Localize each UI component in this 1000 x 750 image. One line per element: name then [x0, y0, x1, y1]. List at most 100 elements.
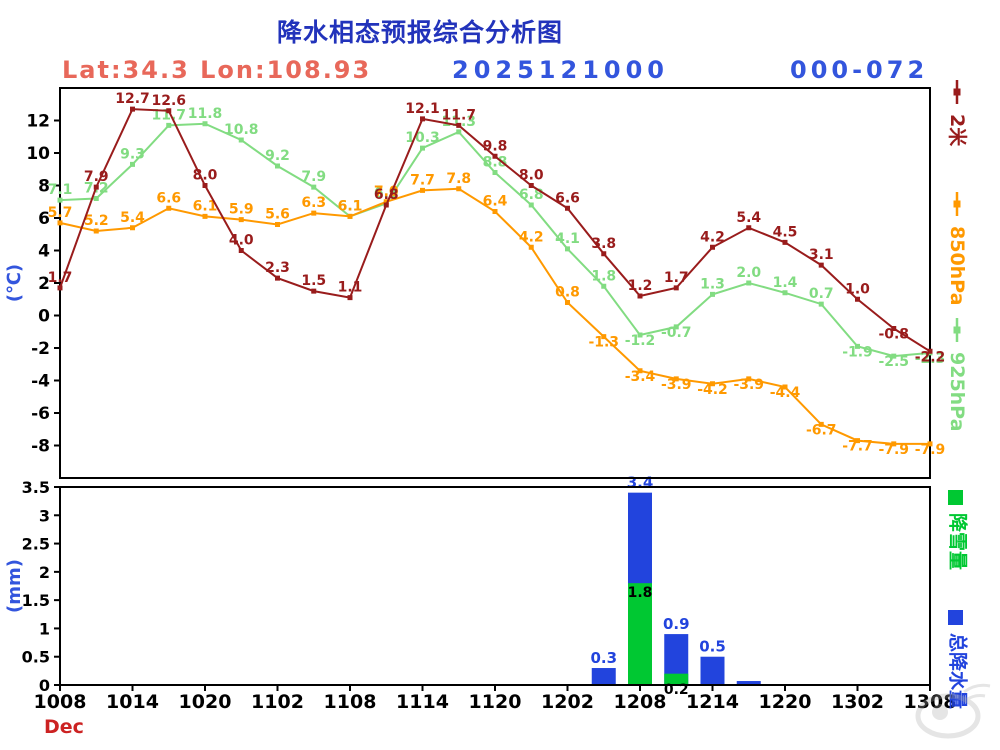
- point-marker: [746, 376, 752, 382]
- total-precip-bar: [736, 681, 761, 685]
- point-value-label: -1.9: [842, 344, 873, 360]
- point-marker: [93, 196, 99, 201]
- point-value-label: -0.8: [878, 327, 909, 343]
- point-value-label: 4.2: [519, 229, 544, 245]
- point-value-label: 3.1: [809, 247, 834, 263]
- point-marker: [601, 283, 607, 289]
- point-marker: [420, 116, 425, 122]
- point-marker: [637, 332, 643, 338]
- point-marker: [456, 122, 462, 128]
- xtick-label: 1220: [759, 691, 812, 713]
- point-marker: [710, 291, 715, 297]
- point-value-label: 5.4: [736, 210, 761, 226]
- point-marker: [166, 108, 172, 114]
- point-marker: [383, 202, 389, 208]
- precip-ytick-label: 1.5: [22, 591, 50, 610]
- point-marker: [311, 210, 317, 216]
- snow-bar: [664, 673, 689, 685]
- point-marker: [528, 202, 534, 208]
- point-marker: [746, 280, 752, 286]
- point-marker: [202, 121, 208, 127]
- point-marker: [420, 145, 425, 151]
- point-value-label: 1.8: [591, 268, 616, 284]
- point-marker: [492, 153, 498, 159]
- init-time-label: 2025121000: [452, 56, 669, 84]
- weibo-watermark-icon: [915, 683, 991, 739]
- xtick-label: 1302: [831, 691, 884, 713]
- point-marker: [673, 324, 679, 330]
- precip-ytick-label: 0.5: [22, 648, 50, 667]
- point-marker: [238, 248, 244, 253]
- legend-marker: [953, 200, 961, 208]
- point-value-label: 6.8: [519, 187, 544, 203]
- point-value-label: 7.7: [410, 172, 435, 188]
- point-value-label: 12.6: [151, 93, 186, 109]
- point-marker: [855, 296, 860, 302]
- legend-swatch: [948, 610, 963, 625]
- precip-ytick-label: 3.5: [22, 478, 50, 497]
- temp-ytick-label: 10: [26, 144, 50, 164]
- point-value-label: 1.7: [48, 270, 73, 286]
- snow-value-label: 1.8: [628, 585, 653, 601]
- point-marker: [782, 384, 788, 390]
- temp-ytick-label: -4: [31, 372, 50, 392]
- point-value-label: 4.5: [773, 224, 798, 240]
- point-marker: [637, 368, 643, 374]
- point-value-label: 4.2: [700, 229, 725, 245]
- point-marker: [57, 220, 63, 226]
- month-label: Dec: [44, 716, 84, 738]
- temp-ytick-label: -8: [31, 437, 50, 457]
- point-marker: [347, 295, 353, 301]
- point-marker: [93, 228, 99, 234]
- point-value-label: 6.8: [374, 187, 399, 203]
- point-value-label: 1.5: [301, 273, 326, 289]
- point-marker: [456, 129, 462, 135]
- xtick-label: 1308: [904, 691, 957, 713]
- point-marker: [855, 343, 860, 349]
- xtick-label: 1120: [469, 691, 522, 713]
- point-marker: [927, 441, 933, 447]
- point-value-label: 8.0: [519, 168, 544, 184]
- xtick-label: 1114: [396, 691, 449, 713]
- point-marker: [601, 251, 607, 257]
- point-value-label: -3.9: [733, 377, 764, 393]
- point-marker: [383, 199, 389, 205]
- point-value-label: -3.4: [625, 369, 656, 385]
- point-value-label: -4.2: [697, 382, 728, 398]
- point-marker: [891, 353, 897, 359]
- point-value-label: 12.1: [405, 101, 440, 117]
- precip-ytick-label: 0: [39, 676, 50, 695]
- bar-value-label: 3.4: [627, 474, 654, 492]
- xtick-label: 1014: [106, 691, 159, 713]
- point-value-label: 5.4: [120, 210, 145, 226]
- bar-value-label: 0.9: [663, 615, 690, 633]
- point-value-label: 6.1: [193, 198, 218, 214]
- point-value-label: 8.0: [193, 168, 218, 184]
- temp-ytick-label: 8: [38, 177, 50, 197]
- point-value-label: 6.3: [301, 195, 326, 211]
- snow-bar: [628, 583, 652, 685]
- point-marker: [782, 290, 788, 296]
- point-marker: [130, 225, 135, 231]
- point-marker: [601, 334, 607, 340]
- point-value-label: 8.8: [483, 155, 508, 171]
- point-marker: [528, 183, 534, 188]
- total-precip-bar: [591, 668, 616, 685]
- point-value-label: 1.3: [700, 276, 725, 292]
- point-value-label: -6.7: [806, 422, 837, 438]
- legend-temp: 2米 850hPa 925hPa: [946, 80, 969, 431]
- point-value-label: 9.3: [120, 146, 145, 162]
- point-marker: [855, 438, 860, 444]
- point-value-label: 6.1: [338, 198, 363, 214]
- temp-ytick-label: -2: [31, 339, 50, 359]
- point-value-label: -1.2: [625, 333, 656, 349]
- latlon-label: Lat:34.3 Lon:108.93: [62, 56, 372, 84]
- legend-label: 降雪量: [947, 513, 970, 570]
- point-marker: [710, 244, 715, 250]
- point-value-label: 4.1: [555, 231, 580, 247]
- point-marker: [420, 187, 425, 193]
- point-value-label: 1.4: [773, 275, 798, 291]
- point-value-label: 1.2: [628, 278, 653, 294]
- xtick-label: 1202: [541, 691, 594, 713]
